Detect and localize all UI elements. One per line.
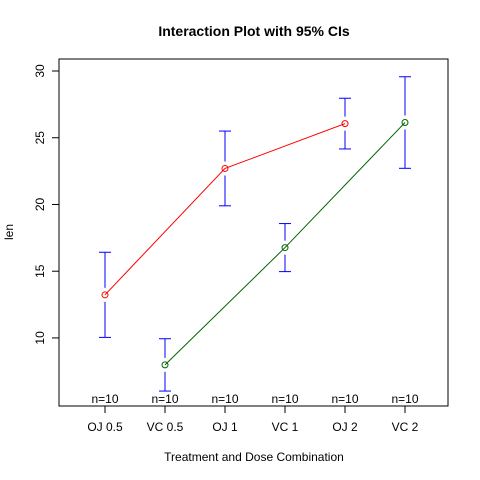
x-tick-label: VC 1 <box>272 420 299 434</box>
series-1-line <box>164 122 406 366</box>
series-0-point <box>221 164 229 172</box>
y-axis-label: len <box>2 224 16 240</box>
series-0-point <box>341 120 349 128</box>
series-1-point <box>401 119 409 127</box>
chart-title: Interaction Plot with 95% CIs <box>158 23 350 39</box>
n-label: n=10 <box>391 392 418 406</box>
y-tick-label: 20 <box>33 197 47 211</box>
plot-frame <box>58 58 449 407</box>
series-layer <box>101 119 409 369</box>
x-tick-label: VC 2 <box>392 420 419 434</box>
y-tick-label: 25 <box>33 131 47 145</box>
error-bar <box>159 338 171 392</box>
n-label: n=10 <box>211 392 238 406</box>
error-bar <box>99 251 111 338</box>
error-bar <box>219 130 231 207</box>
x-tick-label: VC 0.5 <box>147 420 184 434</box>
n-label: n=10 <box>271 392 298 406</box>
errorbar-layer <box>99 76 411 392</box>
y-axis: 10 15 20 25 30 <box>33 64 60 345</box>
series-0-line <box>104 123 346 296</box>
series-0-point <box>101 291 109 299</box>
y-tick-label: 10 <box>33 331 47 345</box>
error-bar <box>339 97 351 150</box>
error-bar <box>279 223 291 273</box>
y-tick-label: 30 <box>33 64 47 78</box>
series-1-point <box>281 244 289 252</box>
n-label: n=10 <box>331 392 358 406</box>
x-axis-label: Treatment and Dose Combination <box>164 450 344 464</box>
x-tick-label: OJ 2 <box>332 420 358 434</box>
y-tick-label: 15 <box>33 264 47 278</box>
n-label: n=10 <box>91 392 118 406</box>
series-1-point <box>161 361 169 369</box>
n-labels: n=10 n=10 n=10 n=10 n=10 n=10 <box>91 392 418 406</box>
error-bar <box>399 76 411 169</box>
x-tick-label: OJ 1 <box>212 420 238 434</box>
x-axis: OJ 0.5 VC 0.5 OJ 1 VC 1 OJ 2 VC 2 <box>87 405 419 434</box>
n-label: n=10 <box>151 392 178 406</box>
x-tick-label: OJ 0.5 <box>87 420 123 434</box>
